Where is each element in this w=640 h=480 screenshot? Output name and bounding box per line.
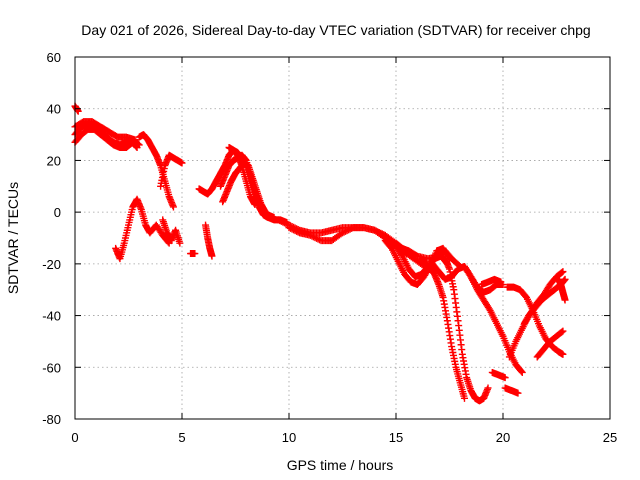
series-track-3 bbox=[71, 118, 139, 144]
data-point-marker bbox=[484, 384, 492, 392]
data-point-marker bbox=[251, 200, 259, 208]
series-track-25 bbox=[501, 384, 522, 397]
data-point-marker bbox=[518, 368, 526, 376]
data-point-marker bbox=[559, 268, 567, 276]
data-point-marker bbox=[342, 227, 350, 235]
data-point-marker bbox=[343, 227, 351, 235]
data-point-marker bbox=[309, 233, 317, 241]
data-point-marker bbox=[131, 136, 139, 144]
x-tick-labels: 0 5 10 15 20 25 bbox=[71, 430, 617, 445]
data-point-marker bbox=[345, 226, 353, 234]
data-point-marker bbox=[346, 225, 354, 233]
y-tick-label: -20 bbox=[42, 257, 61, 272]
data-point-marker bbox=[277, 217, 285, 225]
y-tick-label: -40 bbox=[42, 309, 61, 324]
data-point-marker bbox=[283, 220, 291, 228]
data-point-marker bbox=[348, 224, 356, 232]
x-tick-label: 10 bbox=[282, 430, 296, 445]
series-track-19 bbox=[418, 255, 468, 402]
y-tick-label: 40 bbox=[47, 102, 61, 117]
x-tick-label: 20 bbox=[496, 430, 510, 445]
data-point-marker bbox=[285, 224, 293, 232]
data-point-marker bbox=[293, 227, 301, 235]
data-point-marker bbox=[308, 232, 316, 240]
series-track-28 bbox=[520, 268, 567, 327]
series-track-5 bbox=[112, 195, 173, 263]
data-point-marker bbox=[558, 268, 566, 276]
series-track-9 bbox=[187, 250, 199, 258]
data-point-marker bbox=[316, 236, 324, 244]
x-tick-label: 0 bbox=[71, 430, 78, 445]
data-point-marker bbox=[497, 278, 505, 286]
data-point-marker bbox=[294, 228, 302, 236]
data-point-marker bbox=[280, 219, 288, 227]
data-point-marker bbox=[288, 225, 296, 233]
y-tick-label: 0 bbox=[54, 205, 61, 220]
y-tick-label: -60 bbox=[42, 360, 61, 375]
tick-marks bbox=[74, 56, 611, 420]
y-tick-label: 60 bbox=[47, 50, 61, 65]
plot-frame bbox=[74, 56, 611, 420]
data-point-marker bbox=[279, 218, 287, 226]
data-point-marker bbox=[178, 159, 186, 167]
x-tick-label: 25 bbox=[603, 430, 617, 445]
x-tick-label: 15 bbox=[389, 430, 403, 445]
data-point-marker bbox=[311, 234, 319, 242]
y-tick-label: -80 bbox=[42, 412, 61, 427]
x-axis-title: GPS time / hours bbox=[287, 457, 394, 473]
series-track-13 bbox=[225, 144, 259, 208]
data-point-marker bbox=[559, 350, 567, 358]
data-point-marker bbox=[176, 239, 184, 247]
data-point-marker bbox=[191, 250, 199, 258]
y-tick-label: 20 bbox=[47, 153, 61, 168]
data-point-marker bbox=[306, 231, 314, 239]
series-track-23 bbox=[478, 275, 505, 289]
series-track-2 bbox=[71, 125, 141, 151]
data-point-marker bbox=[558, 328, 566, 336]
data-point-marker bbox=[517, 367, 525, 375]
series-track-7 bbox=[157, 151, 186, 190]
data-point-marker bbox=[340, 228, 348, 236]
series-track-8 bbox=[159, 216, 184, 247]
data-point-marker bbox=[208, 252, 216, 260]
data-point-marker bbox=[314, 235, 322, 243]
chart-title: Day 021 of 2026, Sidereal Day-to-day VTE… bbox=[81, 22, 590, 38]
y-tick-labels: -80 -60 -40 -20 0 20 40 60 bbox=[42, 50, 61, 427]
y-axis-title: SDTVAR / TECUs bbox=[5, 182, 21, 294]
series-track-22 bbox=[460, 262, 507, 296]
data-point-marker bbox=[287, 224, 295, 232]
data-point-marker bbox=[514, 389, 522, 397]
series-track-24 bbox=[488, 368, 509, 382]
series-track-30 bbox=[555, 275, 569, 304]
data-point-marker bbox=[133, 144, 141, 151]
data-point-marker bbox=[169, 203, 177, 211]
data-points bbox=[71, 102, 569, 405]
data-point-marker bbox=[460, 394, 468, 402]
data-point-marker bbox=[339, 229, 346, 237]
data-point-marker bbox=[561, 296, 569, 304]
series-track-12 bbox=[219, 159, 274, 221]
data-point-marker bbox=[266, 213, 274, 221]
data-point-marker bbox=[282, 220, 290, 228]
series-track-6 bbox=[135, 131, 177, 211]
series-track-29 bbox=[533, 327, 567, 361]
data-point-marker bbox=[501, 374, 509, 382]
data-point-marker bbox=[313, 234, 321, 242]
data-point-marker bbox=[559, 327, 567, 335]
data-point-marker bbox=[561, 275, 569, 283]
x-tick-label: 5 bbox=[178, 430, 185, 445]
data-point-marker bbox=[291, 227, 299, 235]
series-track-14 bbox=[202, 221, 216, 260]
data-point-marker bbox=[274, 216, 282, 224]
data-point-marker bbox=[276, 217, 284, 225]
data-point-marker bbox=[290, 226, 298, 234]
